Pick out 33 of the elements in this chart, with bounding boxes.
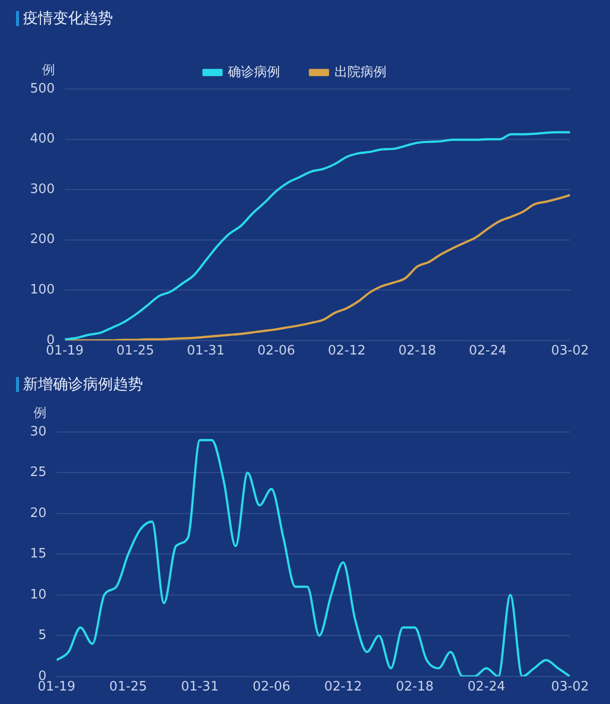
- x-tick-label: 03-02: [551, 344, 589, 359]
- legend-label: 确诊病例: [227, 64, 280, 80]
- y-tick-label: 300: [30, 182, 55, 197]
- y-tick-label: 500: [30, 81, 55, 96]
- line-series: [64, 131, 570, 340]
- x-tick-label: 02-12: [328, 344, 366, 359]
- x-tick-label: 02-06: [252, 680, 290, 695]
- y-tick-label: 5: [38, 628, 47, 644]
- y-tick-label: 30: [30, 424, 47, 440]
- x-tick-label: 02-18: [398, 344, 436, 359]
- y-tick-label: 200: [30, 232, 55, 248]
- y-axis-title: 例: [42, 62, 55, 78]
- chart-title: 新增确诊病例趋势: [23, 374, 143, 394]
- line-series: [56, 439, 570, 676]
- y-tick-label: 15: [30, 546, 47, 562]
- x-tick-label: 01-31: [180, 680, 219, 695]
- x-tick-label: 01-25: [116, 344, 154, 359]
- y-tick-label: 100: [30, 282, 55, 298]
- y-axis-title: 例: [34, 406, 47, 421]
- x-tick-label: 01-31: [186, 344, 225, 359]
- legend-label: 出院病例: [334, 64, 386, 80]
- y-tick-label: 400: [30, 132, 55, 147]
- y-tick-label: 10: [30, 587, 47, 602]
- x-tick-label: 02-24: [468, 680, 506, 695]
- chart-title: 疫情变化趋势: [23, 8, 113, 28]
- x-tick-label: 02-18: [396, 680, 434, 695]
- y-tick-label: 20: [30, 506, 47, 521]
- y-tick-label: 25: [30, 465, 47, 480]
- x-tick-label: 02-12: [324, 680, 362, 695]
- x-tick-label: 03-02: [551, 680, 589, 695]
- x-tick-label: 02-06: [257, 344, 296, 359]
- x-tick-label: 02-24: [468, 344, 507, 359]
- x-tick-label: 01-25: [109, 680, 148, 695]
